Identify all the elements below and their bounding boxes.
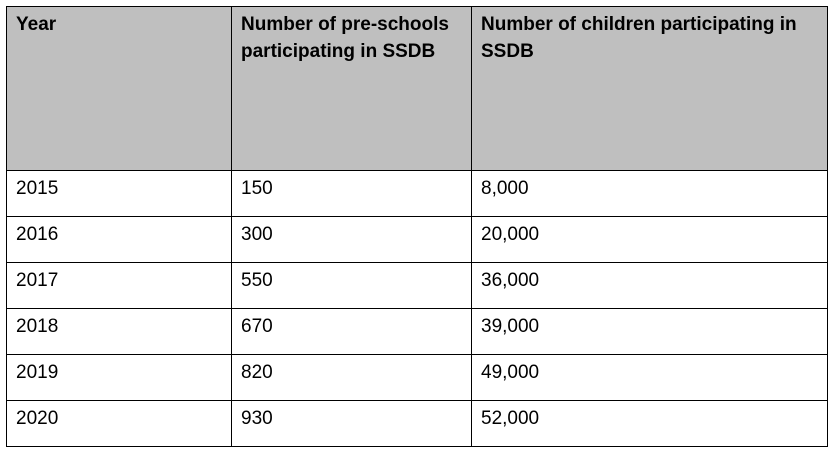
table-row: 2015 150 8,000 (6, 170, 828, 217)
cell-year: 2018 (6, 308, 232, 355)
data-table: Year Number of pre-schools participating… (6, 6, 828, 447)
header-row: Year Number of pre-schools participating… (6, 6, 828, 171)
cell-year: 2016 (6, 216, 232, 263)
cell-children: 49,000 (471, 354, 828, 401)
cell-year: 2020 (6, 400, 232, 447)
cell-year: 2019 (6, 354, 232, 401)
cell-children: 39,000 (471, 308, 828, 355)
cell-children: 8,000 (471, 170, 828, 217)
table-row: 2018 670 39,000 (6, 308, 828, 355)
cell-children: 36,000 (471, 262, 828, 309)
header-year: Year (6, 6, 232, 171)
header-pre-schools: Number of pre-schools participating in S… (231, 6, 472, 171)
header-children: Number of children participating in SSDB (471, 6, 828, 171)
cell-year: 2015 (6, 170, 232, 217)
cell-pre-schools: 300 (231, 216, 472, 263)
table-row: 2016 300 20,000 (6, 216, 828, 263)
table-row: 2019 820 49,000 (6, 354, 828, 401)
cell-pre-schools: 930 (231, 400, 472, 447)
cell-pre-schools: 550 (231, 262, 472, 309)
table-row: 2020 930 52,000 (6, 400, 828, 447)
table-row: 2017 550 36,000 (6, 262, 828, 309)
cell-children: 52,000 (471, 400, 828, 447)
cell-pre-schools: 150 (231, 170, 472, 217)
cell-children: 20,000 (471, 216, 828, 263)
cell-year: 2017 (6, 262, 232, 309)
cell-pre-schools: 820 (231, 354, 472, 401)
cell-pre-schools: 670 (231, 308, 472, 355)
